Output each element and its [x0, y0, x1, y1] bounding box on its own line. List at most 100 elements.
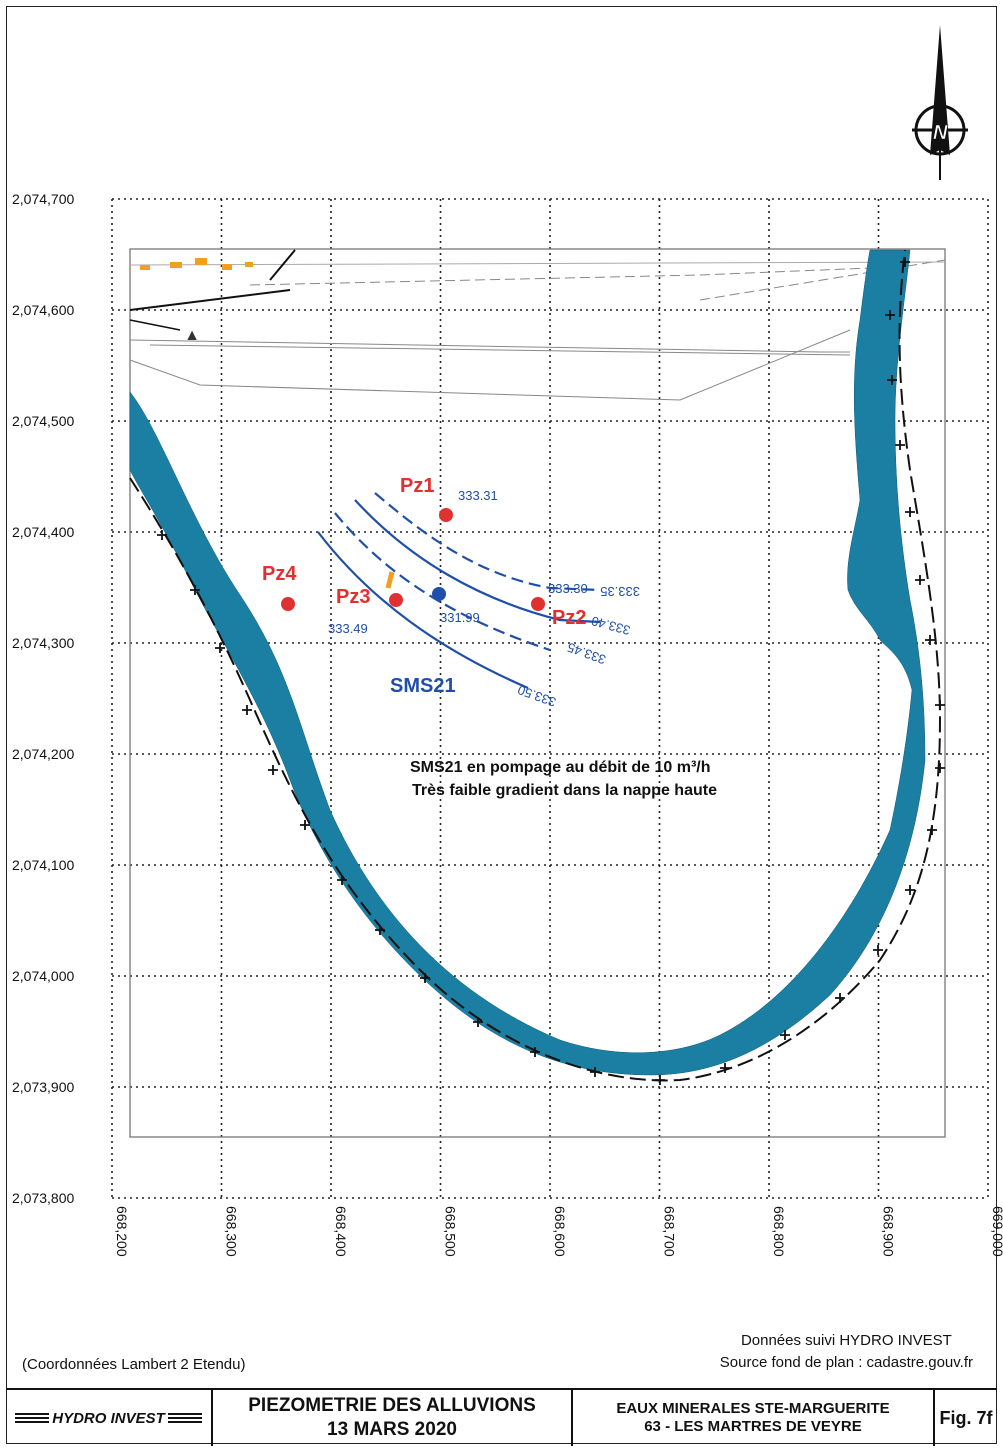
- boundary-tick: [268, 765, 278, 775]
- boundary-tick: [935, 763, 945, 773]
- y-tick-label: 2,073,800: [12, 1190, 74, 1206]
- contour-333-50: [317, 531, 529, 690]
- pz3-value: 333.49: [328, 621, 368, 636]
- boundary-tick: [720, 1063, 730, 1073]
- hydro-invest-logo: HYDRO INVEST: [15, 1410, 202, 1427]
- site-name: EAUX MINERALES STE-MARGUERITE: [616, 1400, 890, 1417]
- boundary-tick: [375, 925, 385, 935]
- source-notes: Données suivi HYDRO INVEST Source fond d…: [720, 1330, 973, 1374]
- boundary-tick: [935, 700, 945, 710]
- contour-label-333-40: 333.40: [590, 613, 632, 638]
- sms21-value: 331.99: [440, 610, 480, 625]
- boundary-tick: [873, 945, 883, 955]
- pz4-marker: [281, 597, 295, 611]
- annotation-line-1: SMS21 en pompage au débit de 10 m³/h: [410, 759, 711, 776]
- pz4-label: Pz4: [262, 563, 297, 585]
- boundary-tick: [655, 1075, 665, 1085]
- pz2-marker: [531, 597, 545, 611]
- coordinate-grid: [111, 198, 989, 1199]
- buildings: [140, 258, 253, 270]
- boundary-tick: [300, 820, 310, 830]
- contour-333-35: [374, 492, 601, 592]
- logo-text: HYDRO INVEST: [52, 1409, 165, 1427]
- y-tick-label: 2,073,900: [12, 1079, 74, 1095]
- north-label: N: [933, 122, 948, 144]
- y-tick-label: 2,074,100: [12, 857, 74, 873]
- y-tick-label: 2,074,000: [12, 968, 74, 984]
- x-tick-label: 668,900: [881, 1206, 897, 1257]
- x-tick-label: 668,400: [333, 1206, 349, 1257]
- site-location: 63 - LES MARTRES DE VEYRE: [644, 1418, 862, 1435]
- pz2-label: Pz2: [552, 607, 586, 629]
- title-cell: PIEZOMETRIE DES ALLUVIONS 13 MARS 2020: [213, 1390, 573, 1446]
- pz1-label: Pz1: [400, 475, 434, 497]
- data-source-note: Données suivi HYDRO INVEST: [740, 1332, 952, 1349]
- boundary-tick: [337, 875, 347, 885]
- plan-source-note: Source fond de plan : cadastre.gouv.fr: [719, 1354, 973, 1371]
- boundary-tick-marks: [157, 257, 945, 1085]
- boundary-tick: [242, 705, 252, 715]
- y-tick-label: 2,074,300: [12, 635, 74, 651]
- logo-cell: HYDRO INVEST: [6, 1390, 213, 1446]
- sms21-marker: [432, 587, 446, 601]
- boundary-tick: [420, 973, 430, 983]
- map-date: 13 MARS 2020: [327, 1419, 457, 1440]
- boundary-tick: [590, 1067, 600, 1077]
- piezometric-map: 2,074,700 2,074,600 2,074,500 2,074,400 2,07…: [12, 25, 1003, 1257]
- map-frame: [6, 6, 997, 1444]
- x-tick-label: 668,600: [552, 1206, 568, 1257]
- orange-marker: [385, 571, 395, 589]
- x-tick-label: 669,000: [990, 1206, 1003, 1257]
- boundary-tick: [895, 440, 905, 450]
- y-tick-label: 2,074,200: [12, 746, 74, 762]
- pz2-value: 333.30: [548, 581, 588, 596]
- boundary-tick: [473, 1017, 483, 1027]
- y-tick-label: 2,074,700: [12, 191, 74, 207]
- boundary-tick: [530, 1047, 540, 1057]
- boundary-line: [129, 249, 942, 1082]
- boundary-tick: [885, 310, 895, 320]
- pz1-value: 333.31: [458, 488, 498, 503]
- contour-label-333-50: 333.50: [516, 682, 558, 710]
- boundary-tick: [915, 575, 925, 585]
- figure-number: Fig. 7f: [939, 1407, 993, 1428]
- coordinate-system-note: (Coordonnées Lambert 2 Etendu): [22, 1356, 246, 1373]
- x-axis-tick-labels: 668,200 668,300 668,400 668,500 668,600 668,7…: [114, 1206, 1003, 1257]
- boundary-tick: [780, 1030, 790, 1040]
- contour-label-333-45: 333.45: [565, 640, 607, 668]
- pz3-label: Pz3: [336, 586, 370, 608]
- north-arrow-icon: N: [912, 25, 968, 180]
- title-block: HYDRO INVEST PIEZOMETRIE DES ALLUVIONS 1…: [6, 1388, 997, 1446]
- sms21-label: SMS21: [390, 675, 456, 697]
- contour-lines: [317, 492, 601, 690]
- boundary-tick: [900, 257, 910, 267]
- y-tick-label: 2,074,500: [12, 413, 74, 429]
- boundary-tick: [925, 635, 935, 645]
- contour-333-45: [334, 512, 551, 652]
- boundary-tick: [835, 993, 845, 1003]
- river: [129, 249, 926, 1076]
- boundary-tick: [215, 643, 225, 653]
- annotation-line-2: Très faible gradient dans la nappe haute: [412, 782, 717, 799]
- cadastral-background: [129, 248, 946, 1138]
- contour-333-40: [354, 499, 601, 624]
- contour-label-333-35: 333.35: [600, 584, 640, 599]
- small-north-arrow: ▲: [184, 327, 200, 344]
- y-axis-tick-labels: 2,074,700 2,074,600 2,074,500 2,074,400 2,07…: [12, 191, 74, 1206]
- logo-bars-right: [167, 1413, 202, 1423]
- figure-number-cell: Fig. 7f: [935, 1390, 997, 1446]
- pz3-marker: [389, 593, 403, 607]
- x-tick-label: 668,300: [224, 1206, 240, 1257]
- y-tick-label: 2,074,400: [12, 524, 74, 540]
- logo-bars-left: [15, 1413, 50, 1423]
- x-tick-label: 668,200: [114, 1206, 130, 1257]
- y-tick-label: 2,074,600: [12, 302, 74, 318]
- boundary-tick: [927, 825, 937, 835]
- site-cell: EAUX MINERALES STE-MARGUERITE 63 - LES M…: [573, 1390, 935, 1446]
- boundary-tick: [905, 507, 915, 517]
- boundary-tick: [905, 885, 915, 895]
- x-tick-label: 668,800: [771, 1206, 787, 1257]
- map-title: PIEZOMETRIE DES ALLUVIONS: [248, 1395, 536, 1416]
- boundary-tick: [887, 375, 897, 385]
- x-tick-label: 668,500: [443, 1206, 459, 1257]
